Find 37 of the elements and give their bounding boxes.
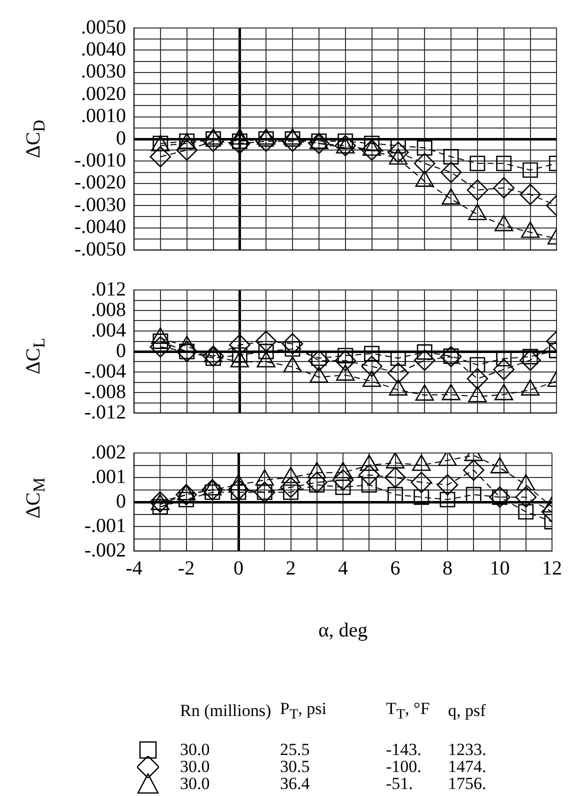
text: Rn (millions) P$_{T}$, psi T$_{T}$, °F q, psf: [180, 699, 486, 722]
y-tick-label: .004: [91, 319, 126, 342]
y-tick-label: -.0030: [74, 194, 126, 216]
y-tick-label: .0010: [81, 105, 126, 128]
x-tick-label: 12: [542, 557, 562, 580]
y-tick-label: -.002: [84, 539, 126, 562]
x-tick-label: 4: [338, 557, 348, 580]
y-tick-label: .0050: [81, 16, 126, 38]
y-tick-label: -.0010: [74, 149, 126, 172]
y-tick-label: -.008: [84, 380, 126, 403]
y-tick-label: .0040: [81, 38, 126, 60]
y-tick-label: 0: [116, 490, 126, 512]
x-tick-label: -2: [178, 557, 195, 580]
x-tick-label: 2: [286, 557, 296, 580]
y-tick-label: -.004: [84, 360, 126, 382]
y-tick-label: .0030: [81, 60, 126, 83]
y-tick-label: .002: [91, 441, 126, 464]
x-tick-label: 6: [390, 557, 400, 580]
text: 30.0 30.5 -100. 1474.: [180, 757, 486, 776]
x-tick-label: 8: [442, 557, 452, 580]
y-tick-label: .0020: [81, 82, 126, 105]
y-tick-label: -.012: [84, 401, 126, 424]
x-tick-label: 0: [234, 557, 244, 580]
text: 30.0 36.4 -51. 1756.: [180, 774, 486, 794]
x-axis-title: α, deg: [318, 619, 368, 642]
y-tick-label: -.001: [84, 514, 126, 537]
y-tick-label: .012: [91, 278, 126, 300]
y-tick-label: -.0040: [74, 216, 126, 238]
y-tick-label: 0: [116, 340, 126, 362]
text: 30.0 25.5 -143. 1233.: [180, 740, 486, 760]
y-tick-label: 0: [116, 127, 126, 150]
y-tick-label: .001: [91, 466, 126, 488]
y-tick-label: -.0020: [74, 172, 126, 194]
x-tick-label: -4: [126, 557, 142, 580]
y-tick-label: -.0050: [74, 238, 126, 260]
x-tick-label: 10: [490, 557, 510, 580]
y-tick-label: .008: [91, 298, 126, 321]
